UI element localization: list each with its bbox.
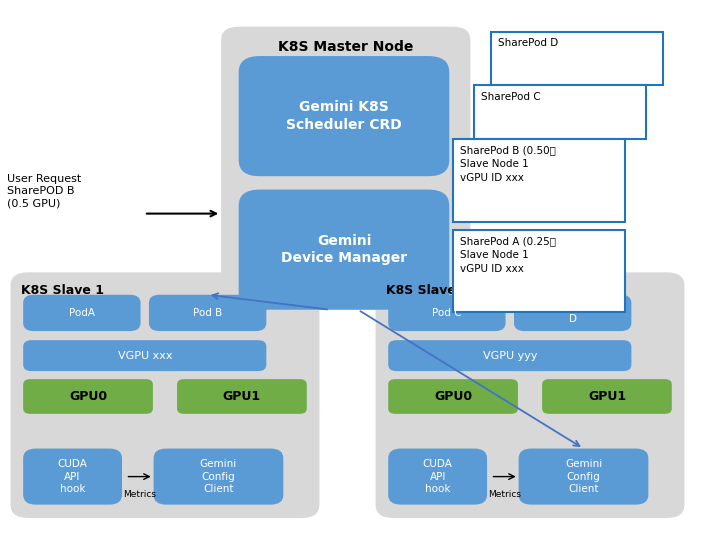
Text: Pod B: Pod B: [193, 308, 223, 318]
Text: SharePod B (0.50）
Slave Node 1
vGPU ID xxx: SharePod B (0.50） Slave Node 1 vGPU ID x…: [460, 145, 556, 183]
FancyBboxPatch shape: [388, 379, 518, 414]
Text: VGPU xxx: VGPU xxx: [117, 351, 172, 360]
Text: CUDA
API
hook: CUDA API hook: [58, 459, 88, 494]
Text: Gemini
Config
Client: Gemini Config Client: [200, 459, 237, 494]
FancyBboxPatch shape: [221, 27, 470, 310]
Text: CUDA
API
hook: CUDA API hook: [423, 459, 453, 494]
FancyBboxPatch shape: [388, 295, 505, 331]
FancyBboxPatch shape: [177, 379, 307, 414]
Text: K8S Master Node: K8S Master Node: [278, 40, 413, 54]
FancyBboxPatch shape: [388, 449, 487, 505]
Text: Metrics: Metrics: [123, 490, 156, 499]
Bar: [474, 85, 646, 139]
Text: K8S Slave 1: K8S Slave 1: [21, 284, 104, 297]
Text: Pod C: Pod C: [432, 308, 462, 318]
Text: GPU0: GPU0: [434, 390, 472, 403]
Text: Gemini
Device Manager: Gemini Device Manager: [281, 234, 407, 265]
FancyBboxPatch shape: [149, 295, 266, 331]
Text: GPU0: GPU0: [69, 390, 107, 403]
Text: GPU1: GPU1: [223, 390, 261, 403]
FancyBboxPatch shape: [519, 449, 649, 505]
Text: GPU1: GPU1: [588, 390, 626, 403]
FancyBboxPatch shape: [23, 449, 122, 505]
Text: VGPU yyy: VGPU yyy: [482, 351, 537, 360]
Text: Gemini K8S
Scheduler CRD: Gemini K8S Scheduler CRD: [286, 100, 402, 132]
Text: K8S Slave 2: K8S Slave 2: [386, 284, 469, 297]
FancyBboxPatch shape: [23, 379, 153, 414]
FancyBboxPatch shape: [514, 295, 631, 331]
Text: Gemini
Config
Client: Gemini Config Client: [565, 459, 602, 494]
Text: SharePod C: SharePod C: [481, 92, 541, 102]
Text: Pod
D: Pod D: [563, 302, 582, 324]
FancyBboxPatch shape: [23, 340, 266, 371]
FancyBboxPatch shape: [239, 56, 449, 176]
FancyBboxPatch shape: [542, 379, 672, 414]
FancyBboxPatch shape: [11, 272, 319, 518]
Text: SharePod D: SharePod D: [498, 38, 559, 49]
Text: Metrics: Metrics: [488, 490, 521, 499]
Text: User Request
SharePOD B
(0.5 GPU): User Request SharePOD B (0.5 GPU): [7, 174, 81, 208]
FancyBboxPatch shape: [154, 449, 284, 505]
FancyBboxPatch shape: [376, 272, 684, 518]
Bar: [453, 230, 625, 312]
Text: PodA: PodA: [69, 308, 95, 318]
Bar: [491, 32, 663, 85]
Bar: [453, 139, 625, 222]
FancyBboxPatch shape: [239, 190, 449, 310]
FancyBboxPatch shape: [388, 340, 631, 371]
FancyBboxPatch shape: [23, 295, 140, 331]
Text: SharePod A (0.25）
Slave Node 1
vGPU ID xxx: SharePod A (0.25） Slave Node 1 vGPU ID x…: [460, 236, 556, 274]
